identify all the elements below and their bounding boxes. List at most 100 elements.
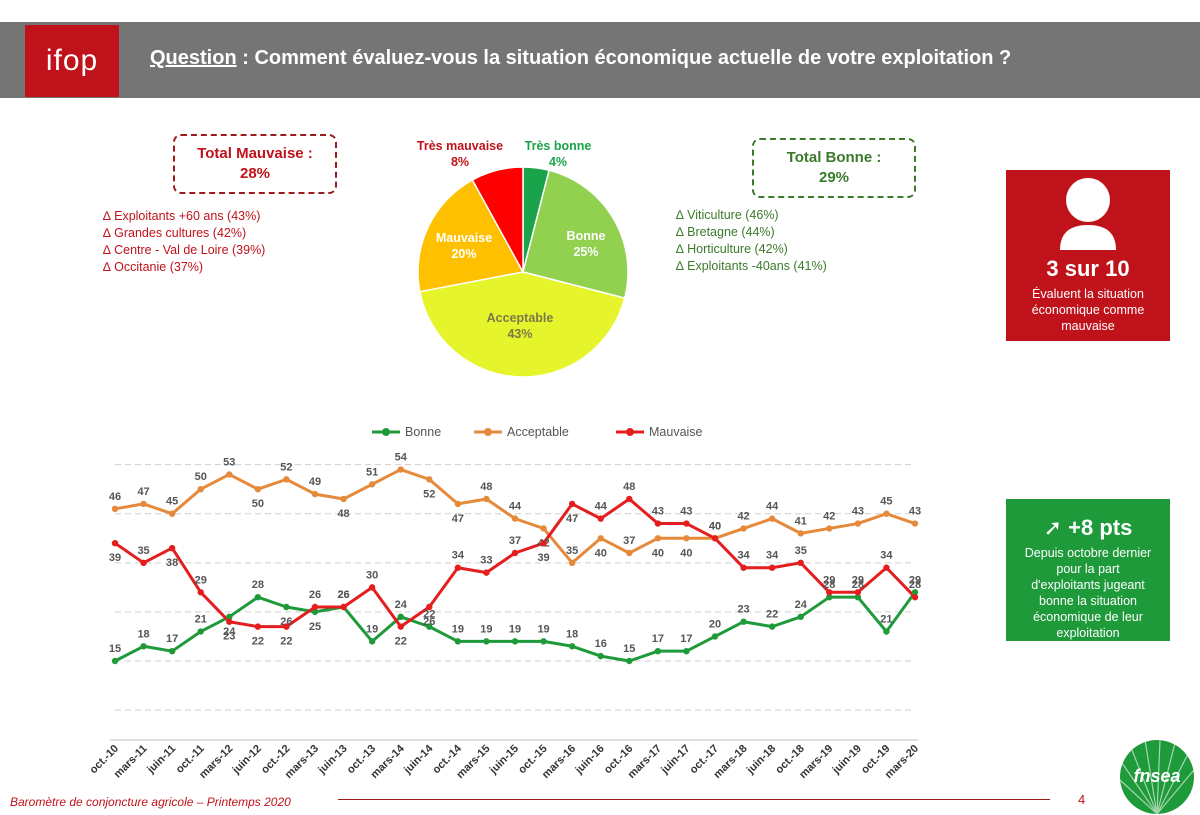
data-label: 19 (537, 623, 549, 635)
data-point-acceptable (854, 520, 862, 527)
data-label: 26 (337, 589, 349, 601)
good-list-item: ∆ Bretagne (44%) (676, 225, 775, 239)
data-label: 15 (623, 643, 635, 655)
data-label: 19 (480, 623, 492, 635)
data-label: 29 (909, 574, 921, 586)
data-label: 16 (595, 638, 607, 650)
data-label: 19 (509, 623, 521, 635)
data-point-acceptable (911, 520, 919, 527)
data-point-bonne (883, 628, 890, 635)
data-label: 17 (166, 633, 178, 645)
x-tick-label: juin-15 (487, 743, 521, 777)
data-point-mauvaise (911, 593, 919, 601)
good-summary-line: pour la part (1056, 562, 1120, 576)
good-list-item: ∆ Viticulture (46%) (676, 208, 779, 222)
good-summary-line: bonne la situation (1039, 594, 1137, 608)
bad-summary-card: 3 sur 10 Évaluent la situation économiqu… (1006, 170, 1170, 341)
data-label: 28 (909, 579, 921, 591)
pie-label: Très mauvaise (417, 139, 503, 153)
data-label: 43 (909, 506, 921, 518)
data-label: 45 (880, 496, 892, 508)
total-good-box: Total Bonne : 29% (752, 138, 916, 198)
data-label: 40 (680, 547, 692, 559)
data-label: 46 (109, 491, 121, 503)
person-icon (1060, 178, 1116, 250)
data-point-acceptable (540, 525, 547, 532)
data-point-mauvaise (854, 589, 862, 596)
data-label: 18 (566, 628, 578, 640)
legend-marker (484, 428, 492, 436)
total-bad-title: Total Mauvaise : (197, 145, 313, 162)
data-label: 22 (423, 609, 435, 621)
data-label: 23 (223, 631, 235, 643)
data-point-acceptable (340, 495, 347, 503)
data-label: 17 (652, 633, 664, 645)
data-point-mauvaise (226, 618, 233, 625)
total-bad-value: 28% (239, 165, 271, 182)
x-tick-label: juin-11 (144, 743, 178, 777)
good-summary-line: exploitation (1056, 626, 1120, 640)
data-label: 48 (337, 508, 349, 520)
bad-summary-line: Évaluent la situation (1032, 287, 1144, 301)
data-point-acceptable (197, 485, 204, 493)
data-label: 47 (566, 513, 578, 525)
question-title: Question : Comment évaluez-vous la situa… (150, 47, 1011, 70)
data-label: 40 (709, 520, 721, 532)
total-bad-box: Total Mauvaise : 28% (173, 134, 337, 194)
data-point-mauvaise (511, 549, 519, 557)
data-label: 43 (852, 506, 864, 518)
data-point-acceptable (883, 510, 890, 517)
total-good-title: Total Bonne : (786, 149, 882, 166)
data-point-acceptable (111, 505, 119, 513)
question-label: Question (150, 47, 237, 69)
data-label: 39 (109, 552, 121, 564)
data-point-acceptable (568, 559, 576, 567)
data-label: 50 (195, 471, 207, 483)
data-point-mauvaise (568, 500, 576, 508)
data-label: 21 (195, 614, 207, 626)
data-label: 22 (766, 609, 778, 621)
bad-list-item: ∆ Exploitants +60 ans (43%) (103, 209, 261, 223)
data-label: 25 (309, 621, 321, 633)
good-summary-card: ➚ +8 pts Depuis octobre dernier pour la … (1006, 499, 1170, 641)
good-summary-line: Depuis octobre dernier (1024, 546, 1152, 560)
data-label: 19 (366, 623, 378, 635)
data-point-mauvaise (168, 544, 176, 552)
data-point-acceptable (768, 515, 776, 522)
data-label: 40 (595, 547, 607, 559)
data-point-acceptable (483, 495, 490, 503)
data-label: 22 (252, 636, 264, 648)
data-label: 50 (252, 498, 264, 510)
data-label: 34 (452, 550, 465, 562)
data-point-acceptable (511, 515, 519, 522)
total-good-value: 29% (818, 169, 850, 186)
data-point-mauvaise (626, 495, 633, 503)
data-label: 24 (795, 599, 808, 611)
legend-label: Bonne (405, 425, 441, 439)
data-point-mauvaise (254, 623, 262, 630)
data-label: 49 (309, 476, 321, 488)
data-label: 42 (737, 510, 749, 522)
pie-label: Très bonne (525, 139, 592, 153)
data-point-acceptable (254, 485, 262, 493)
data-label: 41 (795, 515, 807, 527)
data-point-bonne (111, 657, 119, 665)
x-tick-label: juin-16 (573, 743, 607, 777)
data-label: 35 (795, 545, 807, 557)
data-point-mauvaise (283, 623, 290, 630)
data-point-mauvaise (426, 603, 433, 611)
pie-label: Acceptable (487, 311, 554, 325)
data-label: 28 (852, 579, 864, 591)
pie-value: 43% (507, 327, 532, 341)
data-label: 20 (709, 618, 721, 630)
bad-list-item: ∆ Centre - Val de Loire (39%) (103, 243, 266, 257)
data-point-bonne (568, 643, 576, 650)
data-label: 43 (652, 506, 664, 518)
good-summary-line: d'exploitants jugeant (1031, 578, 1145, 592)
data-point-bonne (197, 628, 204, 635)
data-label: 47 (137, 486, 149, 498)
data-label: 38 (166, 557, 178, 569)
data-point-mauvaise (111, 539, 119, 547)
data-point-bonne (397, 613, 404, 621)
slice-acceptable (418, 271, 626, 378)
